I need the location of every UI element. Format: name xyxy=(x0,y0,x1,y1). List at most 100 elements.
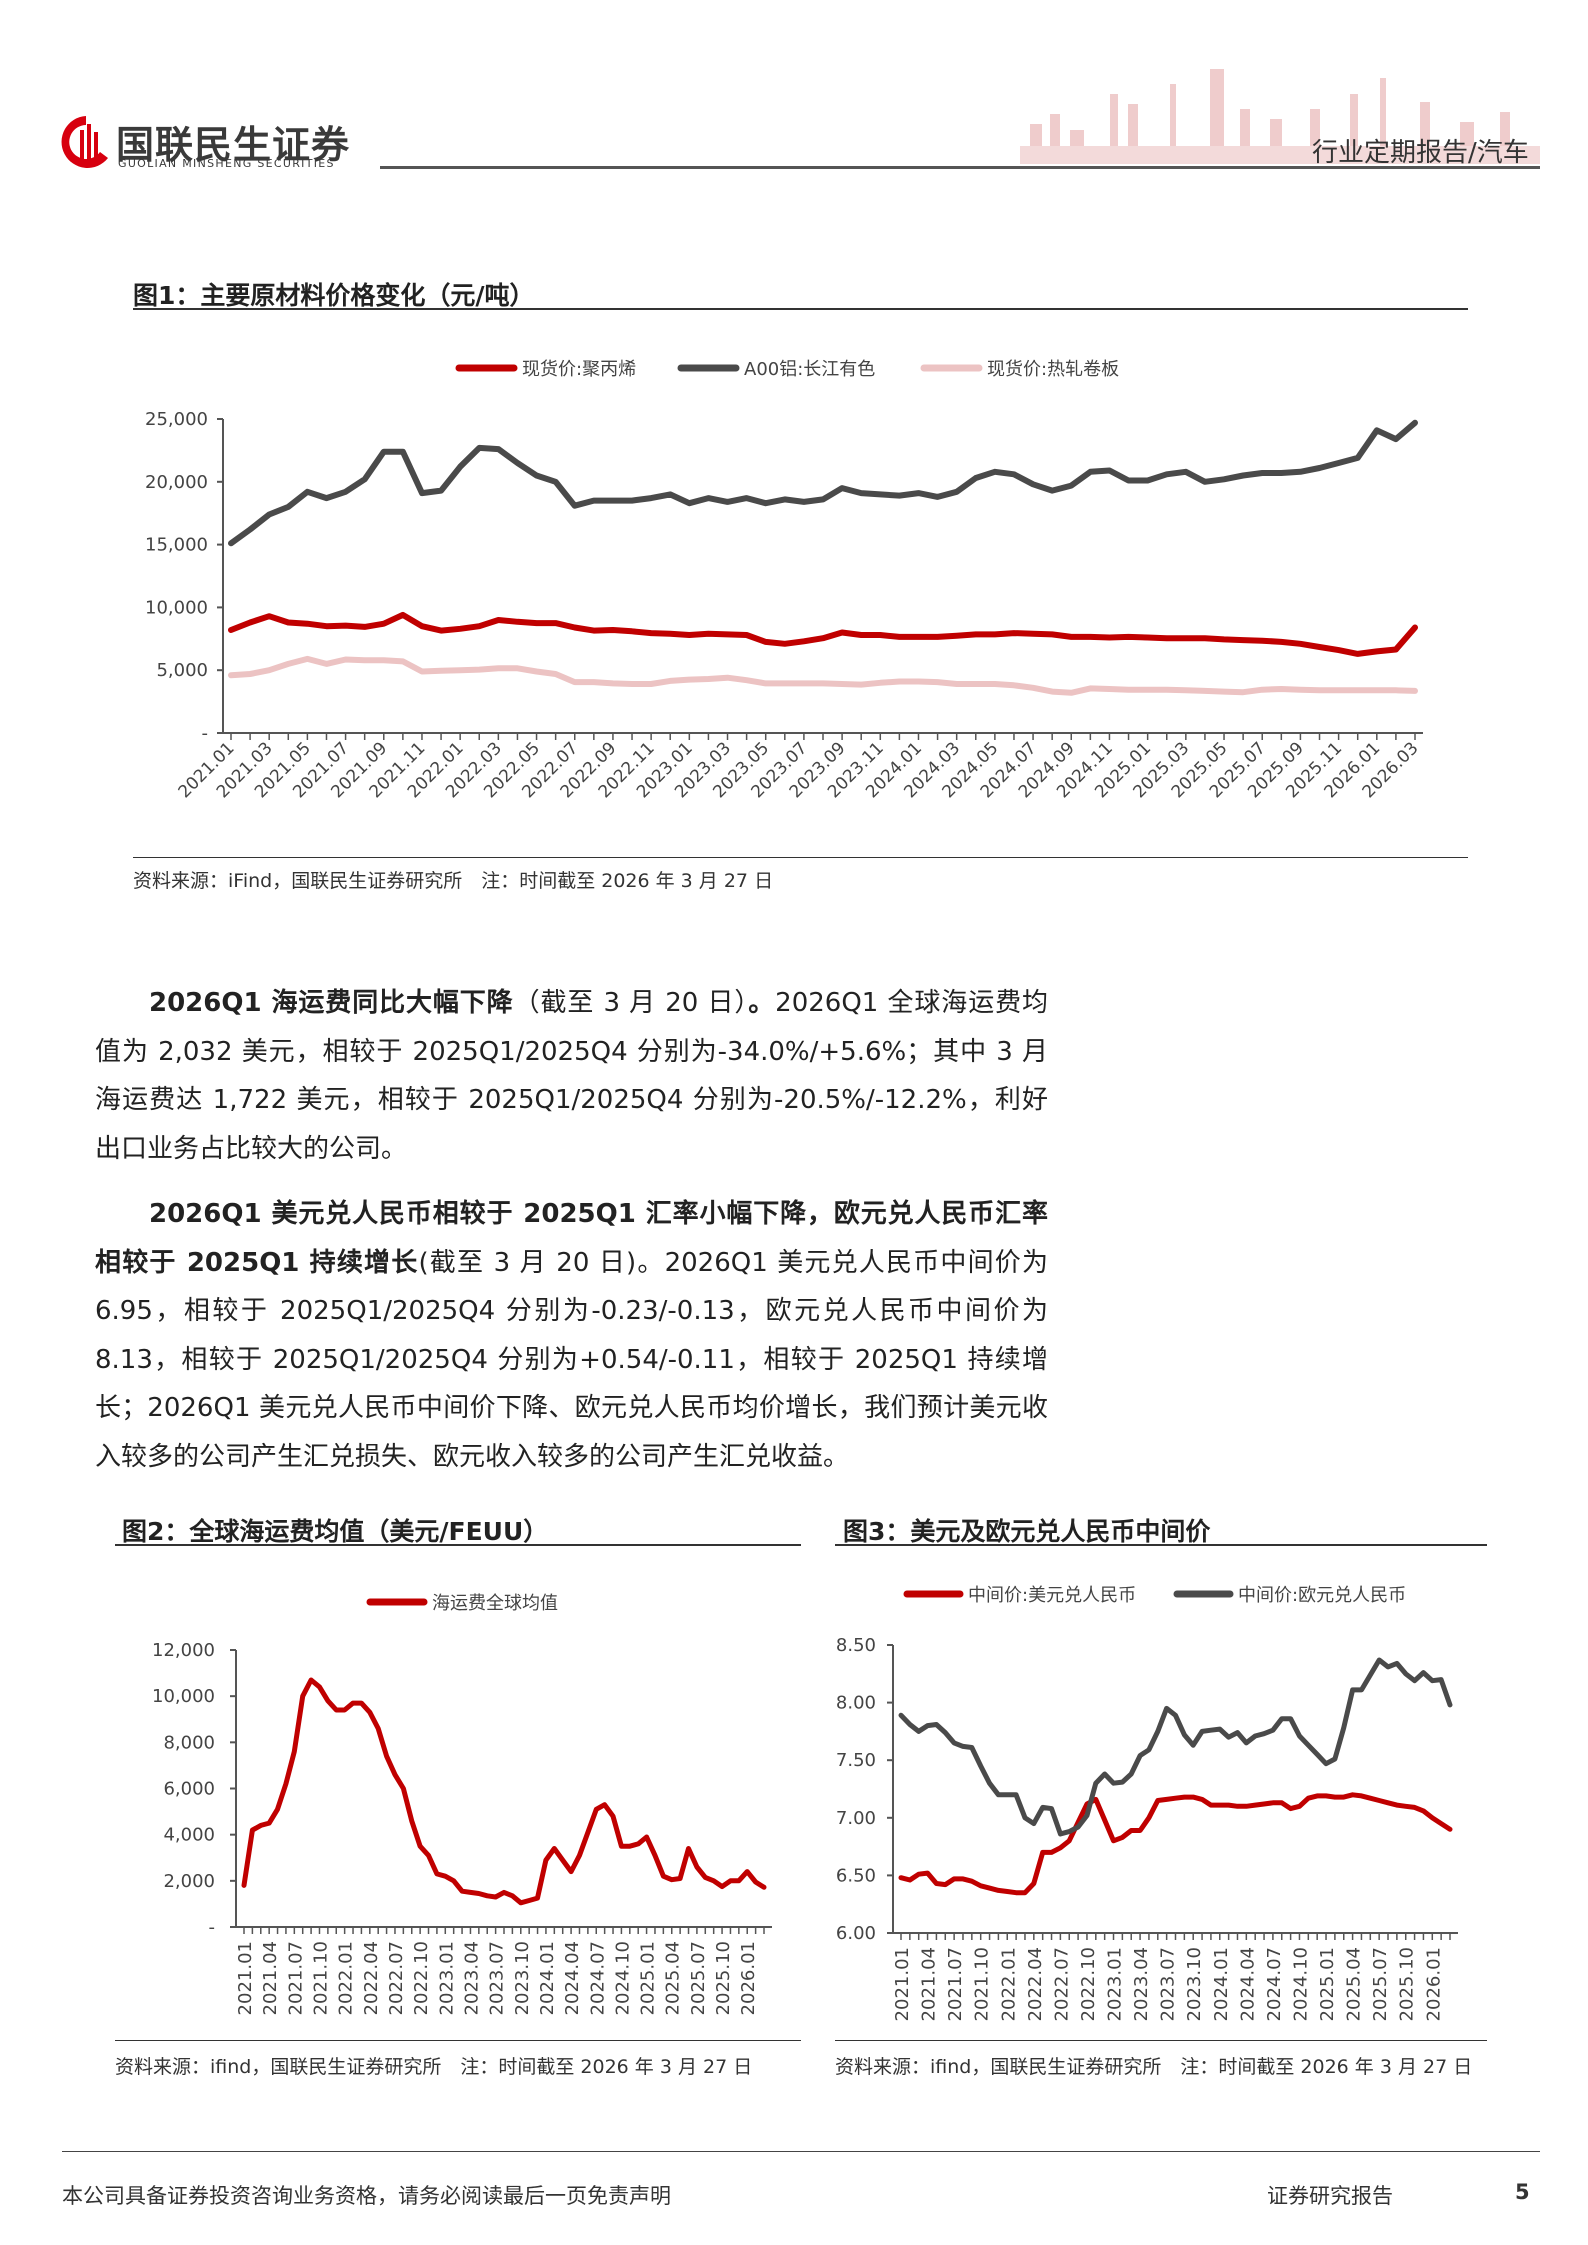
x-tick-label: 2022.07 xyxy=(386,1941,407,2015)
x-tick-label: 2023.10 xyxy=(1184,1947,1205,2021)
legend-label: 中间价:欧元兑人民币 xyxy=(1238,1585,1406,1606)
x-tick-label: 2025.04 xyxy=(1344,1947,1365,2021)
figure2-bottom-divider xyxy=(115,2040,801,2041)
series-line-1 xyxy=(228,611,1418,657)
header-divider xyxy=(380,166,1540,169)
figure3-bottom-divider xyxy=(835,2040,1487,2041)
x-tick-label: 2024.04 xyxy=(562,1941,583,2015)
legend-label: 中间价:美元兑人民币 xyxy=(968,1585,1136,1606)
x-tick-label: 2022.10 xyxy=(411,1941,432,2015)
figure2-line-chart: - 2,000 4,000 6,000 8,000 10,000 12,000 2021.01… xyxy=(152,1593,772,2015)
y-tick-label: 20,000 xyxy=(145,472,208,493)
paragraph-shipping-date: （截至 3 月 20 日） xyxy=(513,988,749,1018)
x-tick-label: 2022.01 xyxy=(336,1941,357,2015)
x-tick-label: 2021.07 xyxy=(945,1947,966,2021)
x-tick-label: 2023.10 xyxy=(512,1941,533,2015)
logo-mark-icon xyxy=(61,116,108,168)
y-tick-label: 4,000 xyxy=(163,1825,215,1846)
legend-label: 现货价:热轧卷板 xyxy=(987,359,1119,380)
x-tick-label: 2023.07 xyxy=(487,1941,508,2015)
legend-label: 海运费全球均值 xyxy=(432,1593,558,1614)
y-tick-label: 6.00 xyxy=(836,1923,876,1944)
paragraph-fx: 2026Q1 美元兑人民币相较于 2025Q1 汇率小幅下降，欧元兑人民币汇率相… xyxy=(95,1190,1048,1481)
y-tick-label: 6,000 xyxy=(163,1779,215,1800)
x-tick-label: 2022.07 xyxy=(1051,1947,1072,2021)
y-tick-label: 8.50 xyxy=(836,1635,876,1656)
footer-disclaimer: 本公司具备证券投资咨询业务资格，请务必阅读最后一页免责声明 xyxy=(62,2184,671,2208)
x-tick-label: 2023.04 xyxy=(1131,1947,1152,2021)
series-line-3 xyxy=(228,655,1418,696)
y-tick-label: 8,000 xyxy=(163,1732,215,1753)
figure2-source: 资料来源：ifind，国联民生证券研究所 注：时间截至 2026 年 3 月 2… xyxy=(115,2056,753,2078)
y-tick-label: 7.50 xyxy=(836,1750,876,1771)
x-tick-label: 2021.04 xyxy=(260,1941,281,2015)
x-tick-label: 2021.10 xyxy=(310,1941,331,2015)
x-tick-label: 2026.01 xyxy=(1423,1947,1444,2021)
page-number: 5 xyxy=(1515,2180,1530,2204)
x-tick-label: 2021.10 xyxy=(972,1947,993,2021)
x-tick-label: 2025.07 xyxy=(1370,1947,1391,2021)
x-tick-label: 2021.01 xyxy=(892,1947,913,2021)
x-tick-label: 2021.01 xyxy=(235,1941,256,2015)
x-tick-label: 2021.04 xyxy=(919,1947,940,2021)
x-tick-label: 2024.04 xyxy=(1237,1947,1258,2021)
y-tick-label: 10,000 xyxy=(145,597,208,618)
x-tick-label: 2024.10 xyxy=(612,1941,633,2015)
y-tick-label: 6.50 xyxy=(836,1865,876,1886)
logo-subtext: GUOLIAN MINSHENG SECURITIES xyxy=(118,157,335,170)
skyline-decoration xyxy=(1020,69,1540,164)
x-tick-label: 2024.07 xyxy=(1264,1947,1285,2021)
y-tick-label: 15,000 xyxy=(145,535,208,556)
paragraph-shipping-headline: 2026Q1 海运费同比大幅下降 xyxy=(149,988,514,1018)
series-line-2 xyxy=(228,419,1418,547)
x-tick-label: 2026.01 xyxy=(738,1941,759,2015)
paragraph-fx-headline: 2026Q1 美元兑人民币相较于 2025Q1 汇率小幅下降，欧元兑人民币汇率相… xyxy=(95,1199,1048,1278)
x-tick-label: 2022.04 xyxy=(361,1941,382,2015)
y-tick-label: 5,000 xyxy=(156,660,208,681)
x-tick-label: 2022.04 xyxy=(1025,1947,1046,2021)
figure1-source: 资料来源：iFind，国联民生证券研究所 注：时间截至 2026 年 3 月 2… xyxy=(133,870,774,892)
report-type-label: 行业定期报告/汽车 xyxy=(1312,138,1529,168)
x-tick-label: 2023.07 xyxy=(1158,1947,1179,2021)
figure1-bottom-divider xyxy=(133,857,1468,858)
x-tick-label: 2025.10 xyxy=(1397,1947,1418,2021)
figure1-title-divider xyxy=(133,308,1468,310)
y-tick-label: 12,000 xyxy=(152,1640,215,1661)
footer-divider xyxy=(62,2151,1540,2152)
figure2-title: 图2：全球海运费均值（美元/FEUU） xyxy=(122,1517,549,1546)
x-tick-label: 2024.01 xyxy=(537,1941,558,2015)
x-tick-label: 2021.07 xyxy=(285,1941,306,2015)
figure3-title-divider xyxy=(835,1544,1487,1546)
y-tick-label: 2,000 xyxy=(163,1871,215,1892)
figure1-title: 图1：主要原材料价格变化（元/吨） xyxy=(133,281,535,310)
legend-label: 现货价:聚丙烯 xyxy=(522,359,636,380)
figure3-title: 图3：美元及欧元兑人民币中间价 xyxy=(843,1517,1211,1546)
x-tick-label: 2023.04 xyxy=(461,1941,482,2015)
x-tick-label: 2025.07 xyxy=(688,1941,709,2015)
figure3-source: 资料来源：ifind，国联民生证券研究所 注：时间截至 2026 年 3 月 2… xyxy=(835,2056,1473,2078)
x-tick-label: 2025.01 xyxy=(1317,1947,1338,2021)
x-tick-label: 2024.07 xyxy=(587,1941,608,2015)
x-tick-label: 2022.10 xyxy=(1078,1947,1099,2021)
x-tick-label: 2023.01 xyxy=(436,1941,457,2015)
series-line-2 xyxy=(898,1657,1453,1837)
footer-report-label: 证券研究报告 xyxy=(1267,2184,1393,2208)
y-tick-label: 7.00 xyxy=(836,1808,876,1829)
paragraph-shipping-period: 。 xyxy=(748,988,776,1018)
paragraph-shipping: 2026Q1 海运费同比大幅下降（截至 3 月 20 日）。2026Q1 全球海… xyxy=(95,979,1048,1173)
series-line-1 xyxy=(241,1677,767,1906)
logo-text: 国联民生证券 xyxy=(116,123,351,167)
series-line-1 xyxy=(898,1792,1453,1896)
y-tick-label: - xyxy=(209,1917,216,1938)
paragraph-fx-body: (截至 3 月 20 日)。2026Q1 美元兑人民币中间价为 6.95，相较于… xyxy=(95,1247,1048,1472)
paragraph-shipping-body: 2026Q1 全球海运费均值为 2,032 美元，相较于 2025Q1/2025… xyxy=(95,988,1048,1164)
x-tick-label: 2024.01 xyxy=(1211,1947,1232,2021)
x-tick-label: 2025.10 xyxy=(713,1941,734,2015)
x-tick-label: 2022.01 xyxy=(998,1947,1019,2021)
legend-label: A00铝:长江有色 xyxy=(744,359,875,380)
x-tick-label: 2023.01 xyxy=(1105,1947,1126,2021)
figure1-line-chart: -5,00010,00015,00020,00025,0002021.01202… xyxy=(145,359,1423,802)
y-tick-label: 25,000 xyxy=(145,409,208,430)
y-tick-label: - xyxy=(202,723,209,744)
